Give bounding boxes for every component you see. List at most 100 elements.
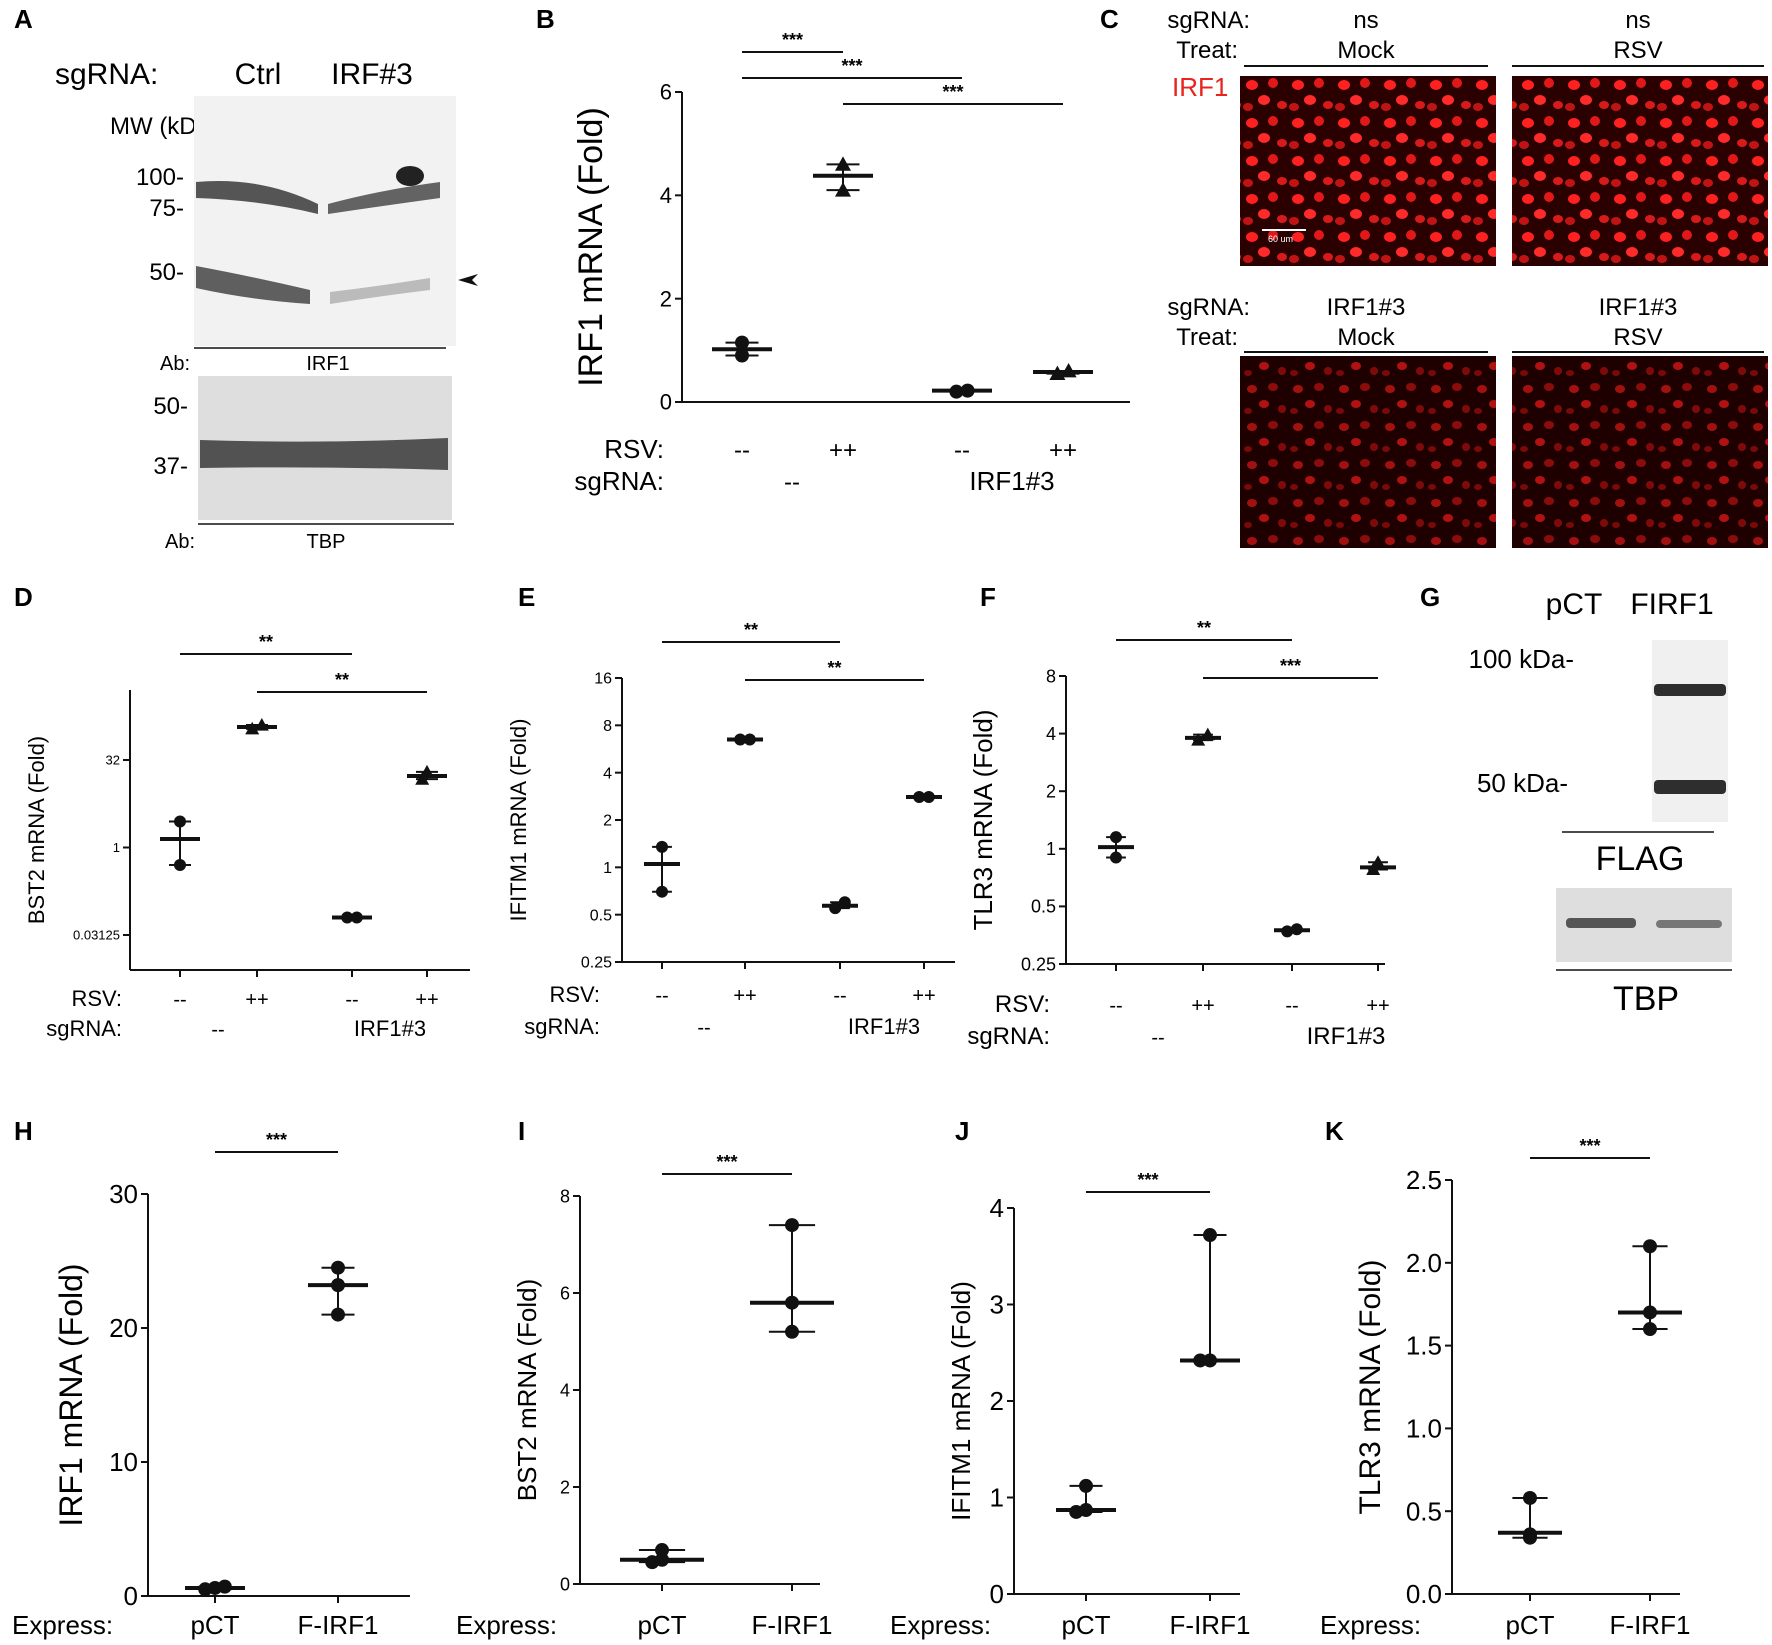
panel-g-lane-pct: pCT xyxy=(1546,588,1603,621)
panel-a-marker-50-tbp: 50- xyxy=(153,393,188,420)
panel-letter-c: C xyxy=(1100,4,1119,34)
panel-a-blot-speck xyxy=(396,166,424,186)
panel-d-data-point-triangle xyxy=(245,721,260,735)
panel-d-sgrna-1: -- xyxy=(211,1019,224,1041)
panel-b-ytick-label: 2 xyxy=(660,286,672,311)
panel-letter-g: G xyxy=(1420,582,1440,612)
panel-c-bottom-treat-1: Mock xyxy=(1337,324,1395,351)
panel-f-rsv-1: -- xyxy=(1109,995,1122,1017)
panel-e-data-point xyxy=(922,791,935,804)
panel-a-ab-tbp: TBP xyxy=(307,531,346,553)
panel-d-ytick-label: 32 xyxy=(106,753,120,768)
panel-f-data-point xyxy=(1290,923,1303,936)
panel-f-data-point-triangle xyxy=(1371,855,1385,868)
panel-d-sgrna-2: IRF1#3 xyxy=(354,1016,426,1041)
panel-j-y-label: IFITM1 mRNA (Fold) xyxy=(946,1281,976,1521)
panel-f-sgrna-2: IRF1#3 xyxy=(1307,1023,1386,1050)
panel-d-chart: 0.03125 1 32 BST2 mRNA (Fold) ** ** xyxy=(24,632,470,977)
panel-b-data-point-triangle xyxy=(835,156,851,171)
panel-j-significance-label: *** xyxy=(1137,1170,1158,1190)
panel-f-row-labels: RSV: sgRNA: -- ++ -- ++ -- IRF1#3 xyxy=(967,991,1389,1050)
panel-k-data-point xyxy=(1523,1490,1537,1505)
panel-a-ab-irf1: IRF1 xyxy=(306,353,349,375)
panel-e-data-point xyxy=(656,885,668,898)
panel-c-top-treat-2: RSV xyxy=(1613,37,1662,64)
panel-b-data-point xyxy=(949,384,964,399)
panel-h-chart: 0 10 20 30 IRF1 mRNA (Fold) *** xyxy=(53,1130,410,1611)
panel-d-data-point xyxy=(174,859,186,871)
panel-c-top-treat-1: Mock xyxy=(1337,37,1395,64)
panel-b-sgrna-1: -- xyxy=(784,469,800,496)
panel-d-ytick-label: 1 xyxy=(113,840,120,855)
panel-c-treat-label-top: Treat: xyxy=(1176,37,1238,64)
panel-f-data-point xyxy=(1281,925,1294,938)
panel-h-ytick-label: 30 xyxy=(109,1179,138,1209)
panel-k-ytick-label: 1.5 xyxy=(1406,1331,1442,1361)
panel-g-ab-tbp: TBP xyxy=(1613,980,1679,1018)
panel-b-data-point xyxy=(735,348,749,363)
panel-c-immunofluorescence: sgRNA: Treat: ns ns Mock RSV IRF1 60 um … xyxy=(1167,7,1768,548)
panel-e-ytick-label: 16 xyxy=(594,671,612,688)
panel-c-sgrna-label-top: sgRNA: xyxy=(1167,7,1250,34)
panel-c-sgrna-label-bottom: sgRNA: xyxy=(1167,294,1250,321)
panel-c-top-sgrna-1: ns xyxy=(1353,7,1378,34)
panel-g-band-tbp-2 xyxy=(1656,920,1722,928)
panel-a-western-blot: sgRNA: Ctrl IRF#3 MW (kDa) 100- 75- 50- … xyxy=(55,58,478,553)
panel-b-significance-label: *** xyxy=(782,30,803,50)
panel-e-data-point xyxy=(913,791,926,804)
panel-f-rsv-label: RSV: xyxy=(995,991,1050,1018)
panel-c-scalebar-label: 60 um xyxy=(1268,234,1293,244)
panel-d-rsv-1: -- xyxy=(173,989,186,1011)
panel-d-rsv-4: ++ xyxy=(415,989,438,1011)
panel-f-ytick-label: 0.25 xyxy=(1021,954,1056,974)
panel-b-sgrna-label: sgRNA: xyxy=(574,466,664,496)
panel-d-row-labels: RSV: sgRNA: -- ++ -- ++ -- IRF1#3 xyxy=(46,986,438,1041)
panel-j-data-point xyxy=(1079,1503,1093,1518)
panel-k-express-labels: Express: pCT F-IRF1 xyxy=(1320,1610,1690,1640)
panel-b-y-label: IRF1 mRNA (Fold) xyxy=(572,107,610,387)
panel-h-data-point xyxy=(217,1579,232,1594)
panel-f-sgrna-1: -- xyxy=(1151,1027,1164,1049)
panel-b-rsv-2: ++ xyxy=(829,437,857,464)
panel-c-irf1-stain-label: IRF1 xyxy=(1172,72,1228,102)
panel-b-chart: 0 2 4 6 IRF1 mRNA (Fold) *** *** *** xyxy=(572,30,1130,415)
panel-i-express-label: Express: xyxy=(456,1610,557,1640)
panel-a-arrowhead-icon xyxy=(458,274,478,286)
panel-e-row-labels: RSV: sgRNA: -- ++ -- ++ -- IRF1#3 xyxy=(524,982,935,1039)
panel-f-data-point xyxy=(1110,851,1122,864)
panel-i-data-point xyxy=(655,1552,669,1567)
panel-d-rsv-label: RSV: xyxy=(71,986,122,1011)
panel-i-data-point xyxy=(655,1543,669,1558)
panel-b-rsv-1: -- xyxy=(734,437,750,464)
panel-e-rsv-1: -- xyxy=(655,985,668,1007)
panel-k-y-label: TLR3 mRNA (Fold) xyxy=(1354,1259,1387,1514)
panel-k-data-point xyxy=(1643,1239,1657,1254)
panel-e-sgrna-1: -- xyxy=(697,1017,710,1039)
panel-j-data-point xyxy=(1203,1353,1217,1368)
panel-k-express-label: Express: xyxy=(1320,1610,1421,1640)
panel-d-data-point-triangle xyxy=(254,718,269,731)
panel-d-data-point-triangle xyxy=(415,772,430,785)
panel-j-express-pct: pCT xyxy=(1061,1610,1110,1640)
panel-b-significance-label: *** xyxy=(841,56,862,76)
panel-e-sgrna-2: IRF1#3 xyxy=(848,1014,920,1039)
panel-j-ytick-label: 3 xyxy=(990,1290,1004,1320)
panel-k-ytick-label: 0.5 xyxy=(1406,1496,1442,1526)
panel-j-ytick-label: 0 xyxy=(990,1579,1004,1609)
panel-i-significance-label: *** xyxy=(716,1152,737,1172)
panel-j-data-point xyxy=(1203,1228,1217,1243)
panel-d-significance-label: ** xyxy=(259,632,273,652)
panel-d-data-point xyxy=(174,815,186,828)
panel-e-rsv-4: ++ xyxy=(912,985,935,1007)
panel-k-significance-label: *** xyxy=(1579,1136,1600,1156)
panel-i-ytick-label: 2 xyxy=(560,1477,570,1497)
panel-f-data-point-triangle xyxy=(1191,733,1206,746)
panel-k-express-firf1: F-IRF1 xyxy=(1610,1610,1691,1640)
panel-letter-i: I xyxy=(518,1116,525,1146)
panel-f-data-point-triangle xyxy=(1366,862,1381,876)
panel-c-bottom-treat-2: RSV xyxy=(1613,324,1662,351)
panel-e-ytick-label: 1 xyxy=(603,860,612,877)
panel-c-image-irf-mock xyxy=(1240,356,1496,548)
panel-d-ytick-label: 0.03125 xyxy=(73,928,120,943)
